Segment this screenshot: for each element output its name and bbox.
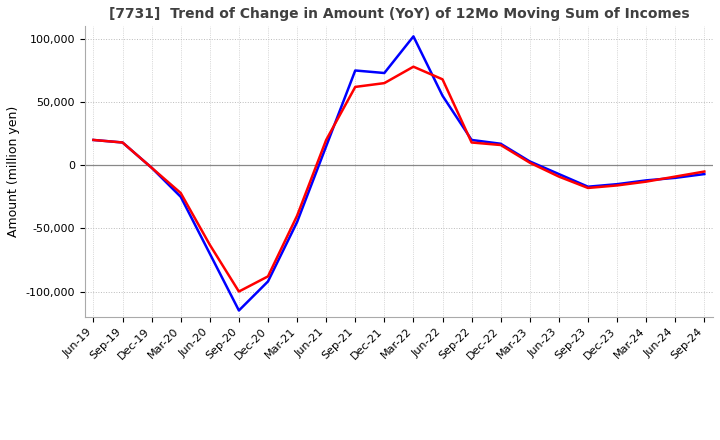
Line: Ordinary Income: Ordinary Income <box>94 37 704 311</box>
Line: Net Income: Net Income <box>94 67 704 292</box>
Net Income <box>554 174 563 179</box>
Net Income <box>322 137 330 143</box>
Y-axis label: Amount (million yen): Amount (million yen) <box>7 106 20 237</box>
Ordinary Income <box>205 251 214 256</box>
Net Income <box>671 174 680 179</box>
Net Income <box>148 165 156 170</box>
Ordinary Income <box>293 220 302 225</box>
Net Income <box>613 183 621 188</box>
Net Income <box>700 169 708 174</box>
Ordinary Income <box>118 140 127 145</box>
Ordinary Income <box>700 172 708 177</box>
Net Income <box>584 185 593 191</box>
Ordinary Income <box>380 70 389 76</box>
Ordinary Income <box>584 184 593 189</box>
Ordinary Income <box>235 308 243 313</box>
Net Income <box>409 64 418 70</box>
Net Income <box>293 213 302 218</box>
Ordinary Income <box>496 141 505 147</box>
Ordinary Income <box>642 178 650 183</box>
Net Income <box>235 289 243 294</box>
Net Income <box>642 179 650 184</box>
Ordinary Income <box>264 279 272 284</box>
Ordinary Income <box>554 172 563 177</box>
Ordinary Income <box>409 34 418 39</box>
Ordinary Income <box>89 137 98 143</box>
Net Income <box>205 242 214 247</box>
Net Income <box>264 274 272 279</box>
Ordinary Income <box>351 68 359 73</box>
Ordinary Income <box>322 143 330 149</box>
Net Income <box>89 137 98 143</box>
Net Income <box>118 140 127 145</box>
Title: [7731]  Trend of Change in Amount (YoY) of 12Mo Moving Sum of Incomes: [7731] Trend of Change in Amount (YoY) o… <box>109 7 689 21</box>
Ordinary Income <box>438 93 447 99</box>
Ordinary Income <box>467 137 476 143</box>
Net Income <box>467 140 476 145</box>
Ordinary Income <box>671 175 680 180</box>
Net Income <box>176 191 185 196</box>
Net Income <box>526 160 534 165</box>
Ordinary Income <box>148 165 156 170</box>
Ordinary Income <box>526 159 534 164</box>
Net Income <box>438 77 447 82</box>
Ordinary Income <box>613 182 621 187</box>
Net Income <box>351 84 359 90</box>
Net Income <box>380 81 389 86</box>
Legend: Ordinary Income, Net Income: Ordinary Income, Net Income <box>258 439 539 440</box>
Net Income <box>496 143 505 148</box>
Ordinary Income <box>176 194 185 199</box>
